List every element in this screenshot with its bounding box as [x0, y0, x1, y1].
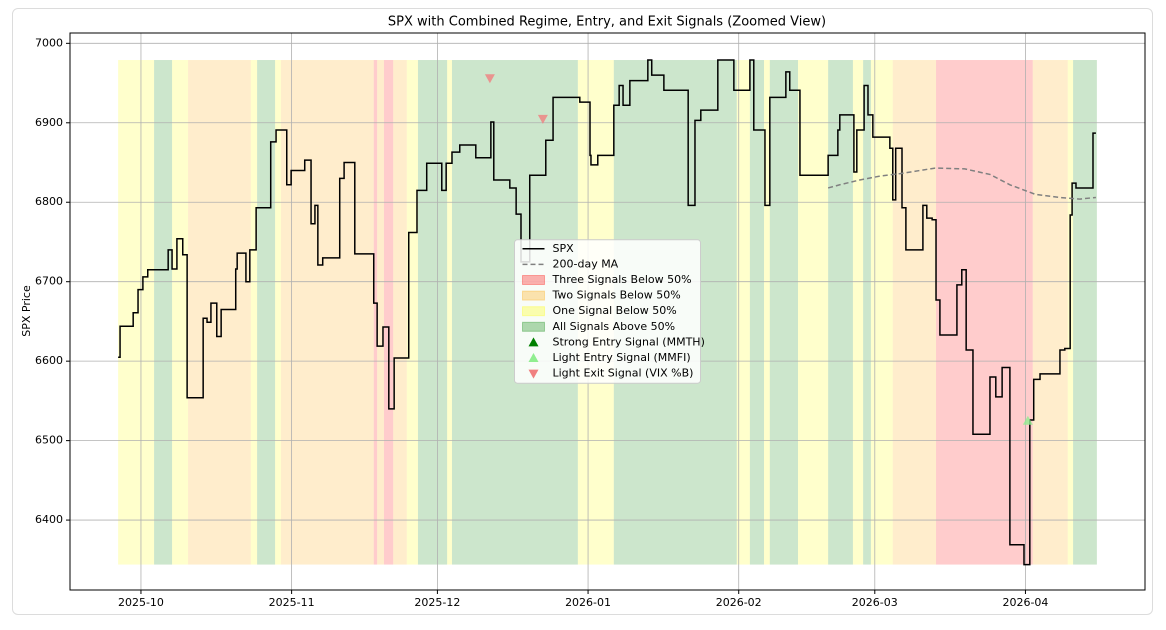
axes-frame	[69, 32, 1146, 591]
legend-handle	[522, 306, 545, 317]
y-tick-label: 6700	[35, 275, 63, 288]
y-tick-label: 6400	[35, 513, 63, 526]
regime-band	[863, 60, 871, 565]
y-tick-label: 6900	[35, 116, 63, 129]
regime-band	[154, 60, 173, 565]
legend-box	[514, 239, 701, 384]
regime-band	[936, 60, 1033, 565]
x-tick-label: 2026-02	[716, 596, 762, 609]
regime-band	[870, 60, 893, 565]
regime-band	[852, 60, 864, 565]
x-tick-label: 2026-04	[1002, 596, 1048, 609]
regime-band	[280, 60, 374, 565]
signal-marker	[537, 114, 548, 124]
signal-marker	[1022, 415, 1033, 425]
regime-band	[447, 60, 452, 565]
regime-band	[1032, 60, 1068, 565]
y-tick-label: 7000	[35, 36, 63, 49]
legend-label: One Signal Below 50%	[553, 304, 677, 317]
regime-band	[373, 60, 378, 565]
legend-label: 200-day MA	[553, 257, 619, 270]
signal-marker	[484, 74, 495, 84]
legend-label: All Signals Above 50%	[553, 320, 676, 333]
x-tick-label: 2026-03	[852, 596, 898, 609]
price-line	[827, 167, 1096, 200]
regime-band	[406, 60, 418, 565]
legend-handle	[522, 275, 545, 285]
legend-handle	[528, 337, 539, 347]
legend-label: Light Entry Signal (MMFI)	[553, 351, 691, 364]
y-tick-label: 6600	[35, 354, 63, 367]
legend-handle	[528, 353, 539, 362]
regime-band	[188, 60, 251, 565]
legend-handle	[522, 290, 545, 301]
legend: SPX 200-day MA Three Signals Below 50% Two …	[514, 239, 705, 384]
regime-band	[763, 60, 770, 565]
regime-band	[172, 60, 189, 565]
y-tick-label: 6500	[35, 434, 63, 447]
regime-band	[828, 60, 853, 565]
x-tick-label: 2025-12	[414, 596, 460, 609]
legend-label: Three Signals Below 50%	[552, 273, 692, 286]
legend-label: Strong Entry Signal (MMTH)	[553, 335, 705, 348]
legend-label: Two Signals Below 50%	[552, 289, 681, 302]
regime-band	[892, 60, 937, 565]
regime-band	[393, 60, 407, 565]
regime-band	[1073, 60, 1097, 565]
regime-band	[250, 60, 258, 565]
regime-band	[749, 60, 764, 565]
regime-band	[798, 60, 829, 565]
x-tick-label: 2025-11	[269, 596, 315, 609]
regime-band	[257, 60, 276, 565]
regime-band	[736, 60, 750, 565]
regime-band	[275, 60, 281, 565]
legend-label: Light Exit Signal (VIX %B)	[553, 367, 694, 380]
x-tick-label: 2026-01	[565, 596, 611, 609]
regime-band	[417, 60, 448, 565]
legend-label: SPX	[553, 242, 575, 255]
legend-handle	[528, 369, 539, 379]
legend-handle	[522, 321, 545, 332]
y-tick-label: 6800	[35, 195, 63, 208]
y-axis-label: SPX Price	[20, 285, 33, 337]
regime-band	[769, 60, 799, 565]
regime-band	[383, 60, 394, 565]
frame	[12, 8, 1153, 615]
regime-band	[377, 60, 384, 565]
chart-title: SPX with Combined Regime, Entry, and Exi…	[388, 15, 826, 30]
x-tick-label: 2025-10	[118, 596, 164, 609]
price-line	[118, 59, 1096, 566]
